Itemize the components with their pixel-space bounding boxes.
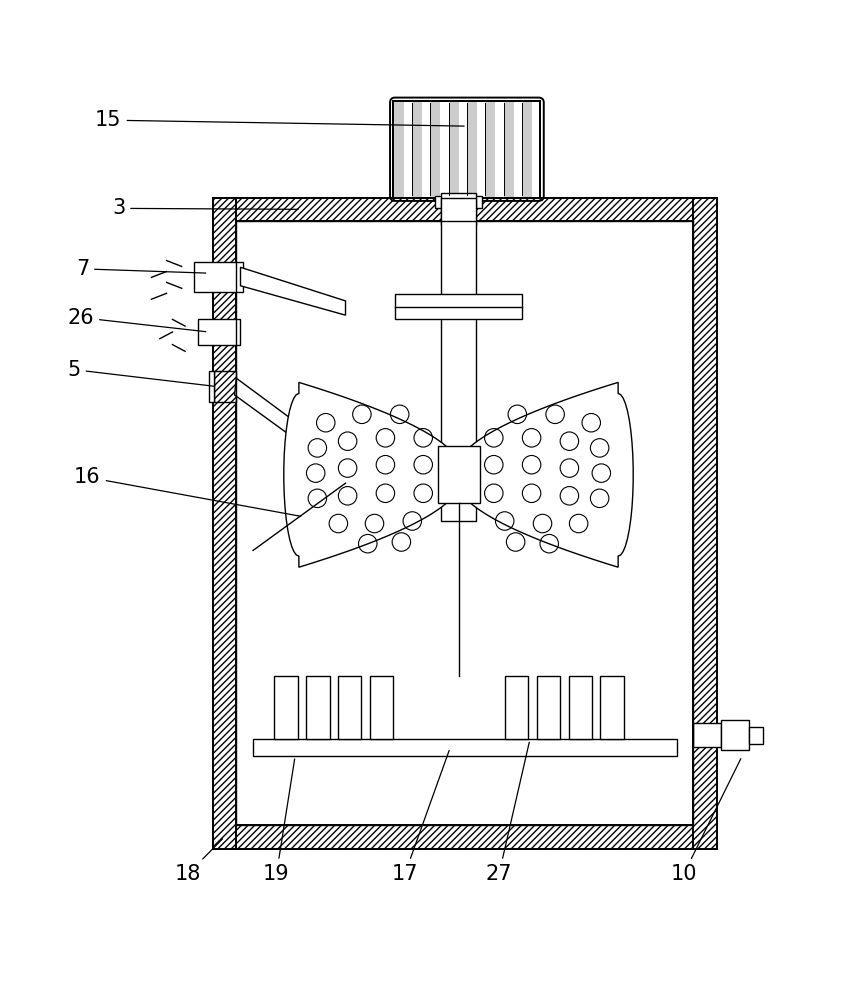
Text: 16: 16 — [74, 467, 300, 516]
Polygon shape — [305, 676, 329, 739]
Polygon shape — [458, 382, 632, 567]
Polygon shape — [441, 198, 475, 521]
Polygon shape — [194, 262, 243, 292]
Polygon shape — [568, 676, 591, 739]
Text: 10: 10 — [670, 759, 740, 884]
Polygon shape — [536, 676, 560, 739]
Polygon shape — [448, 101, 458, 198]
Text: 15: 15 — [95, 110, 463, 130]
Polygon shape — [467, 101, 477, 198]
Polygon shape — [437, 446, 479, 503]
Polygon shape — [395, 294, 521, 319]
Polygon shape — [338, 676, 361, 739]
Polygon shape — [748, 727, 762, 744]
Polygon shape — [504, 676, 528, 739]
Polygon shape — [212, 825, 716, 849]
Polygon shape — [212, 198, 236, 849]
Polygon shape — [214, 371, 236, 402]
Polygon shape — [430, 101, 440, 198]
Polygon shape — [274, 676, 298, 739]
Polygon shape — [434, 196, 482, 208]
Text: 7: 7 — [76, 259, 206, 279]
Polygon shape — [241, 267, 345, 315]
Polygon shape — [369, 676, 393, 739]
Polygon shape — [693, 198, 716, 849]
Polygon shape — [235, 378, 333, 466]
Text: 26: 26 — [67, 308, 206, 332]
Text: 5: 5 — [67, 360, 214, 386]
Text: 27: 27 — [485, 742, 529, 884]
Polygon shape — [252, 739, 676, 756]
Polygon shape — [503, 101, 514, 198]
Polygon shape — [393, 101, 540, 198]
Polygon shape — [411, 101, 421, 198]
Text: 19: 19 — [263, 759, 294, 884]
Text: 17: 17 — [392, 750, 449, 884]
Text: 3: 3 — [112, 198, 298, 218]
Polygon shape — [208, 371, 214, 402]
Polygon shape — [693, 723, 720, 747]
Text: 18: 18 — [175, 839, 223, 884]
Polygon shape — [600, 676, 624, 739]
Polygon shape — [720, 720, 748, 750]
Polygon shape — [521, 101, 531, 198]
Polygon shape — [485, 101, 495, 198]
Polygon shape — [441, 193, 475, 225]
Polygon shape — [212, 198, 716, 221]
Polygon shape — [197, 319, 241, 345]
Polygon shape — [283, 382, 458, 567]
Polygon shape — [393, 101, 403, 198]
